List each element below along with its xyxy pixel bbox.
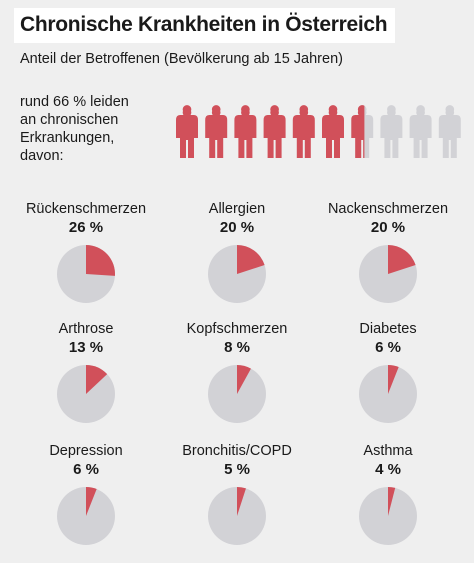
pie-value: 6 % bbox=[375, 339, 401, 356]
chart-title: Chronische Krankheiten in Österreich bbox=[14, 8, 396, 43]
person-icon bbox=[380, 105, 403, 158]
pie-value: 8 % bbox=[224, 339, 250, 356]
person-icon bbox=[351, 105, 374, 158]
pie-label: Depression bbox=[49, 443, 123, 459]
pie-value: 5 % bbox=[224, 461, 250, 478]
lead-line: Erkrankungen, bbox=[20, 130, 115, 146]
pie-value: 26 % bbox=[68, 219, 104, 236]
people-pictogram bbox=[176, 105, 461, 158]
pie-cell: Kopfschmerzen 8 % bbox=[158, 320, 316, 424]
pie-cell: Asthma 4 % bbox=[309, 442, 467, 546]
pie-slice bbox=[237, 487, 246, 516]
pie-chart bbox=[359, 487, 417, 545]
person-icon bbox=[292, 105, 315, 158]
pie-label: Diabetes bbox=[359, 321, 417, 337]
chart-subtitle: Anteil der Betroffenen (Bevölkerung ab 1… bbox=[20, 51, 343, 67]
pie-cell: Allergien 20 % bbox=[158, 200, 316, 304]
pie-slice bbox=[388, 487, 396, 516]
pie-cell: Diabetes 6 % bbox=[309, 320, 467, 424]
pie-label: Bronchitis/COPD bbox=[182, 443, 292, 459]
person-icon bbox=[438, 105, 461, 158]
pie-slice bbox=[86, 245, 115, 276]
pie-cell: Nackenschmerzen 20 % bbox=[309, 200, 467, 304]
pie-chart bbox=[208, 365, 266, 423]
pie-label: Rückenschmerzen bbox=[25, 201, 147, 217]
pie-cell: Bronchitis/COPD 5 % bbox=[158, 442, 316, 546]
person-icon bbox=[322, 105, 344, 158]
pie-value: 13 % bbox=[68, 339, 104, 356]
person-icon bbox=[205, 105, 228, 158]
pie-label: Allergien bbox=[208, 201, 266, 217]
pie-chart bbox=[57, 365, 115, 423]
person-icon bbox=[234, 105, 257, 158]
pie-value: 4 % bbox=[375, 461, 401, 478]
pie-chart bbox=[359, 245, 417, 303]
pie-value: 20 % bbox=[370, 219, 406, 236]
pie-chart bbox=[208, 487, 266, 545]
pie-cell: Arthrose 13 % bbox=[7, 320, 165, 424]
pie-label: Nackenschmerzen bbox=[327, 201, 449, 217]
pie-label: Arthrose bbox=[58, 321, 114, 337]
pie-slice bbox=[86, 487, 97, 516]
pie-cell: Depression 6 % bbox=[7, 442, 165, 546]
pie-slice bbox=[388, 365, 399, 394]
pie-label: Kopfschmerzen bbox=[186, 321, 288, 337]
pie-chart bbox=[359, 365, 417, 423]
pie-chart bbox=[57, 487, 115, 545]
pie-slice bbox=[388, 245, 416, 274]
person-icon bbox=[176, 105, 198, 158]
lead-line: an chronischen bbox=[20, 112, 119, 128]
pie-cell: Rückenschmerzen 26 % bbox=[7, 200, 165, 304]
pie-chart bbox=[208, 245, 266, 303]
lead-line: davon: bbox=[20, 148, 64, 164]
pie-slice bbox=[237, 245, 265, 274]
person-icon bbox=[263, 105, 286, 158]
pie-slice bbox=[86, 365, 108, 394]
pie-value: 20 % bbox=[219, 219, 255, 236]
pie-chart bbox=[57, 245, 115, 303]
pie-label: Asthma bbox=[363, 443, 413, 459]
lead-text: rund 66 % leiden an chronischen Erkranku… bbox=[20, 93, 160, 165]
lead-line: rund 66 % leiden bbox=[20, 94, 129, 110]
person-icon bbox=[409, 105, 432, 158]
pie-slice bbox=[237, 365, 251, 394]
pie-value: 6 % bbox=[73, 461, 99, 478]
